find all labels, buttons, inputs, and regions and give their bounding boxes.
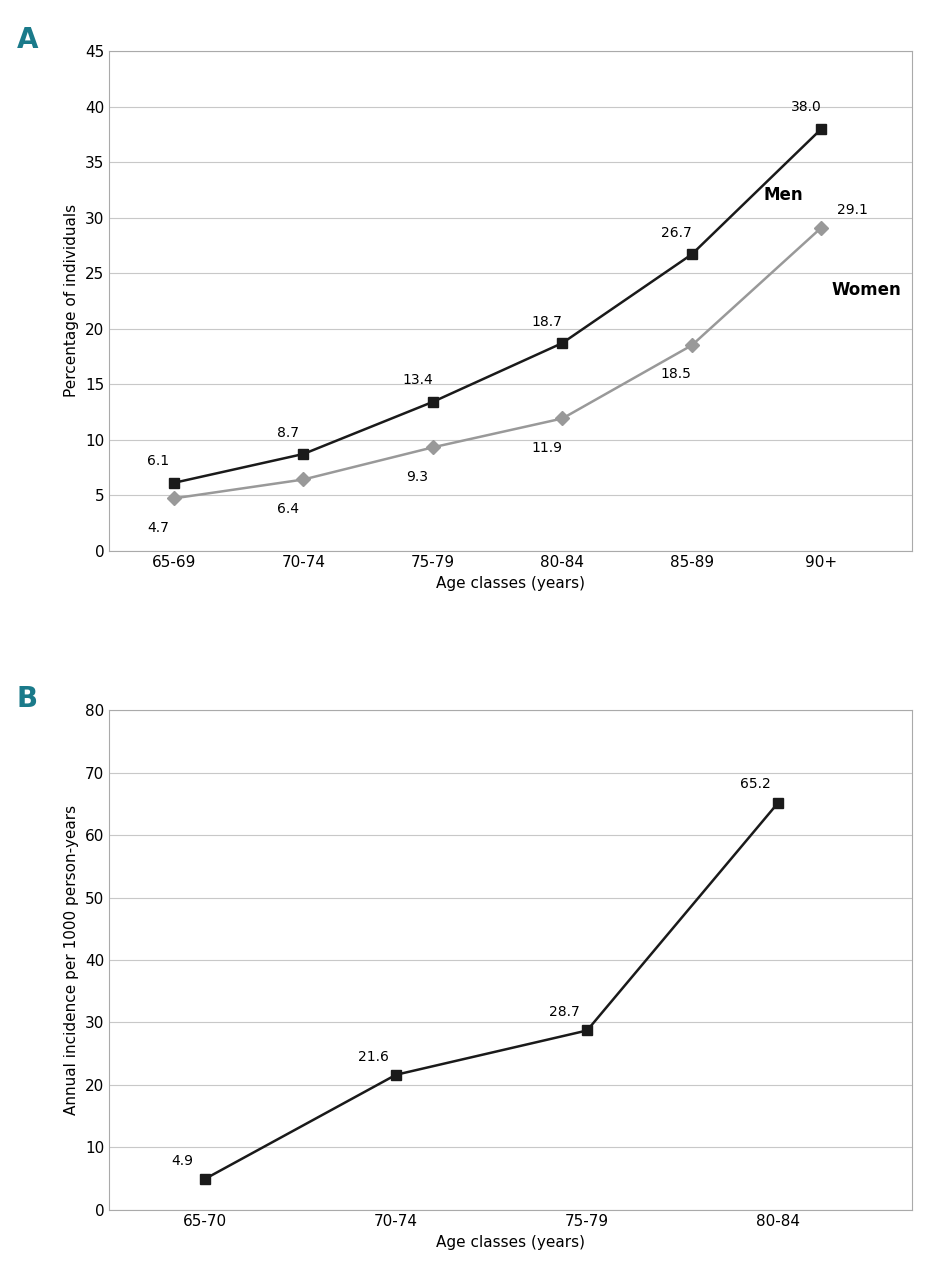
Text: 65.2: 65.2 (740, 777, 770, 791)
Y-axis label: Annual incidence per 1000 person-years: Annual incidence per 1000 person-years (65, 805, 80, 1115)
Text: 9.3: 9.3 (407, 470, 428, 484)
Text: B: B (17, 685, 38, 713)
Y-axis label: Percentage of individuals: Percentage of individuals (65, 205, 80, 397)
X-axis label: Age classes (years): Age classes (years) (436, 576, 585, 591)
Text: 29.1: 29.1 (837, 202, 867, 216)
Text: 18.7: 18.7 (531, 315, 562, 329)
Text: 26.7: 26.7 (661, 225, 692, 239)
Text: 38.0: 38.0 (790, 100, 821, 114)
Text: 8.7: 8.7 (277, 425, 299, 439)
Text: 4.7: 4.7 (147, 521, 169, 535)
Text: 18.5: 18.5 (661, 367, 692, 381)
Text: 13.4: 13.4 (402, 374, 433, 388)
Text: 21.6: 21.6 (357, 1050, 389, 1064)
Text: Women: Women (832, 280, 902, 298)
Text: 28.7: 28.7 (549, 1005, 579, 1019)
X-axis label: Age classes (years): Age classes (years) (436, 1235, 585, 1251)
Text: 6.4: 6.4 (277, 502, 299, 516)
Text: A: A (17, 26, 38, 54)
Text: 4.9: 4.9 (171, 1153, 193, 1167)
Text: 6.1: 6.1 (147, 454, 169, 468)
Text: 11.9: 11.9 (531, 440, 562, 454)
Text: Men: Men (763, 187, 803, 205)
